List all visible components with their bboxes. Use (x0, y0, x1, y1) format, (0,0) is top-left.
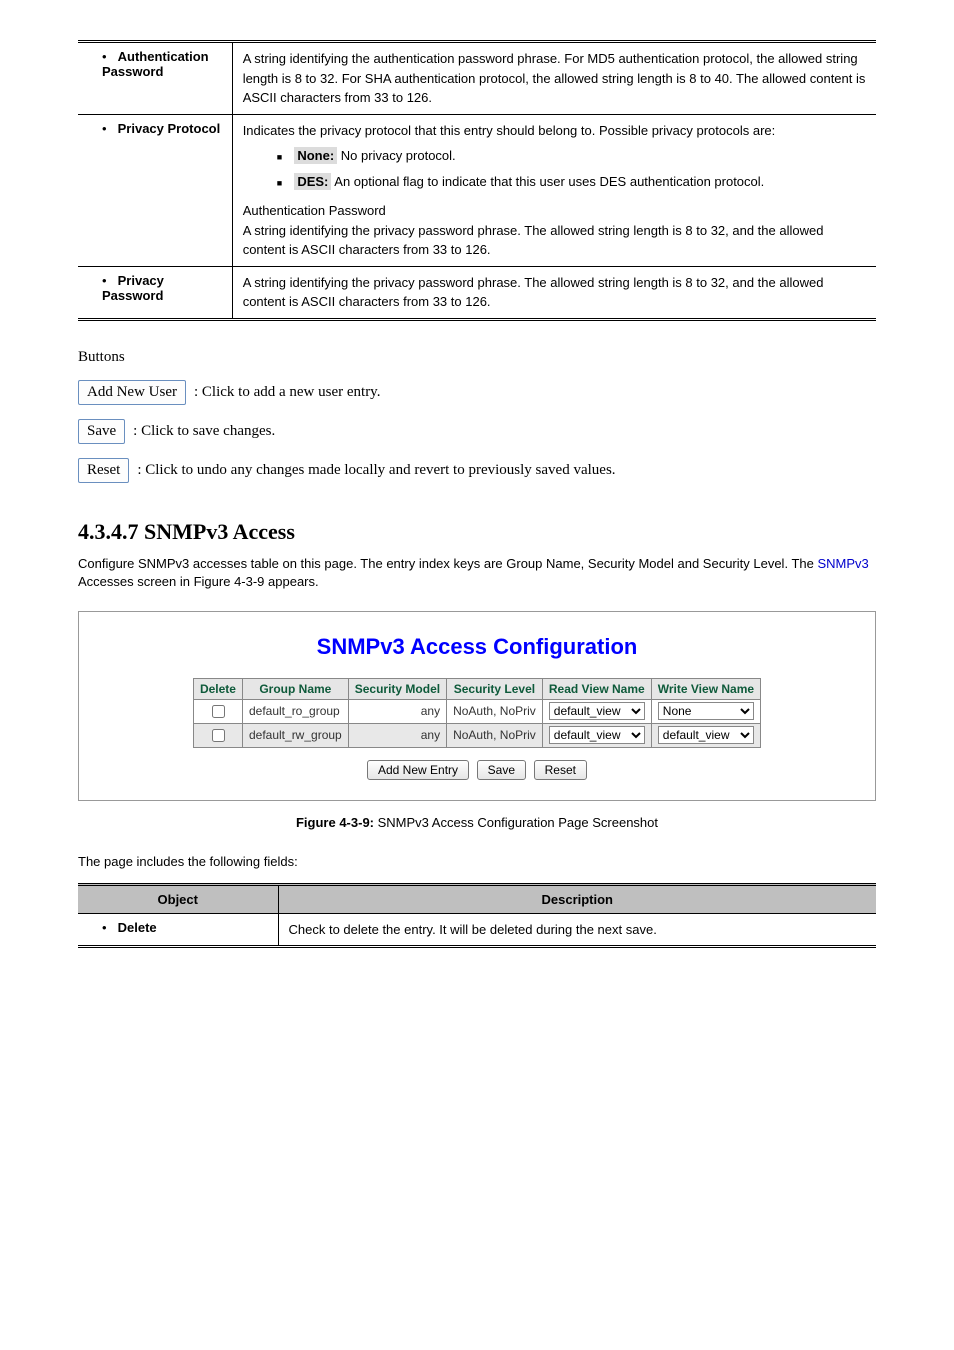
proto-none-label: None: (294, 147, 337, 164)
proto-none-text: No privacy protocol. (341, 148, 456, 163)
section-para-pre: Configure SNMPv3 accesses table on this … (78, 556, 817, 571)
panel-reset-button[interactable]: Reset (534, 760, 587, 780)
fields-th-desc: Description (278, 884, 876, 913)
obj-cell: • Authentication Password (78, 42, 232, 115)
buttons-intro: Buttons (78, 349, 876, 366)
obj-label: Authentication Password (102, 49, 209, 79)
proto-des-label: DES: (294, 173, 331, 190)
write-view-select[interactable]: None (658, 702, 754, 720)
obj-cell: • Privacy Password (78, 266, 232, 319)
cell-level: NoAuth, NoPriv (447, 723, 543, 747)
cell-model: any (348, 723, 446, 747)
delete-checkbox[interactable] (212, 705, 225, 718)
desc-cell: A string identifying the privacy passwor… (232, 266, 876, 319)
add-new-user-button[interactable]: Add New User (78, 380, 186, 405)
panel-save-button[interactable]: Save (477, 760, 526, 780)
col-read-view: Read View Name (542, 678, 651, 699)
desc-cell: Indicates the privacy protocol that this… (232, 114, 876, 266)
read-view-select[interactable]: default_view (549, 702, 645, 720)
obj-cell: • Delete (78, 913, 278, 947)
cell-group: default_rw_group (242, 723, 348, 747)
desc-text: A string identifying the privacy passwor… (243, 275, 824, 310)
reset-desc: : Click to undo any changes made locally… (137, 462, 615, 479)
obj-label: Delete (118, 920, 157, 935)
section-para: Configure SNMPv3 accesses table on this … (78, 555, 876, 591)
proto-des-text: An optional flag to indicate that this u… (334, 174, 764, 189)
desc-cell: Check to delete the entry. It will be de… (278, 913, 876, 947)
buttons-description: Buttons Add New User : Click to add a ne… (78, 349, 876, 483)
obj-label: Privacy Protocol (118, 121, 221, 136)
cell-model: any (348, 699, 446, 723)
cell-group: default_ro_group (242, 699, 348, 723)
col-security-level: Security Level (447, 678, 543, 699)
protocol-list: None: No privacy protocol. DES: An optio… (243, 146, 868, 191)
fields-intro: The page includes the following fields: (78, 854, 876, 869)
cell-level: NoAuth, NoPriv (447, 699, 543, 723)
col-group-name: Group Name (242, 678, 348, 699)
save-desc: : Click to save changes. (133, 423, 275, 440)
access-table: Delete Group Name Security Model Securit… (193, 678, 761, 748)
trailing-text: A string identifying the privacy passwor… (243, 221, 868, 260)
trailing-heading: Authentication Password (243, 201, 868, 221)
obj-cell: • Privacy Protocol (78, 114, 232, 266)
col-security-model: Security Model (348, 678, 446, 699)
figure-caption-rest: SNMPv3 Access Configuration Page Screens… (378, 815, 658, 830)
section-para-post: Accesses screen in Figure 4-3-9 appears. (78, 574, 319, 589)
fields-th-object: Object (78, 884, 278, 913)
add-new-user-desc: : Click to add a new user entry. (194, 384, 380, 401)
col-delete: Delete (193, 678, 242, 699)
parameters-table: • Authentication Password A string ident… (78, 40, 876, 321)
desc-text: A string identifying the authentication … (243, 51, 866, 105)
reset-button[interactable]: Reset (78, 458, 129, 483)
desc-cell: A string identifying the authentication … (232, 42, 876, 115)
write-view-select[interactable]: default_view (658, 726, 754, 744)
section-link[interactable]: SNMPv3 (817, 556, 868, 571)
table-row: default_rw_group any NoAuth, NoPriv defa… (193, 723, 760, 747)
delete-checkbox[interactable] (212, 729, 225, 742)
col-write-view: Write View Name (651, 678, 760, 699)
desc-text: Indicates the privacy protocol that this… (243, 121, 868, 141)
figure-caption-strong: Figure 4-3-9: (296, 815, 374, 830)
figure-caption: Figure 4-3-9: SNMPv3 Access Configuratio… (78, 815, 876, 830)
table-row: default_ro_group any NoAuth, NoPriv defa… (193, 699, 760, 723)
fields-table: Object Description • Delete Check to del… (78, 883, 876, 949)
panel-title: SNMPv3 Access Configuration (99, 634, 855, 660)
read-view-select[interactable]: default_view (549, 726, 645, 744)
panel-add-entry-button[interactable]: Add New Entry (367, 760, 469, 780)
desc-text: Check to delete the entry. It will be de… (289, 922, 657, 937)
save-button[interactable]: Save (78, 419, 125, 444)
snmpv3-access-panel: SNMPv3 Access Configuration Delete Group… (78, 611, 876, 801)
section-heading: 4.3.4.7 SNMPv3 Access (78, 519, 876, 545)
